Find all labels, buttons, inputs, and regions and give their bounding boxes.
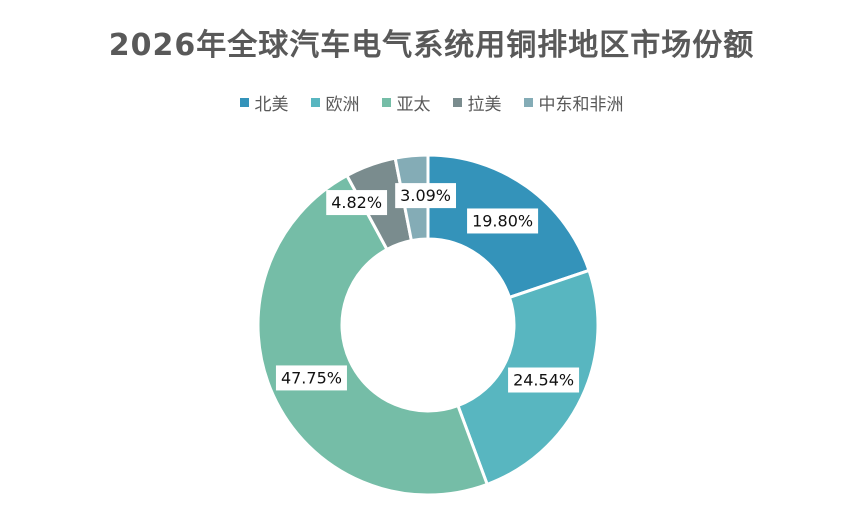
data-label-text: 4.82%	[331, 193, 382, 212]
legend-swatch	[381, 98, 391, 107]
legend-swatch	[452, 98, 462, 107]
legend-label: 北美	[254, 95, 289, 115]
legend-item: 拉美	[452, 90, 502, 115]
legend-swatch	[310, 98, 320, 107]
data-label: 47.75%	[275, 365, 347, 391]
chart-title: 2026年全球汽车电气系统用铜排地区市场份额	[108, 28, 755, 63]
data-label-text: 47.75%	[281, 368, 342, 387]
legend: 北美 欧洲 亚太 拉美 中东和非洲	[0, 90, 863, 115]
legend-swatch	[239, 98, 249, 107]
data-label: 19.80%	[467, 208, 539, 234]
data-label-box	[508, 367, 580, 393]
donut-slice	[256, 173, 490, 497]
legend-item: 欧洲	[310, 90, 360, 115]
legend-label: 欧洲	[325, 95, 360, 115]
data-label: 3.09%	[395, 183, 457, 209]
legend-item: 亚太	[381, 90, 431, 115]
data-label-text: 19.80%	[472, 211, 533, 230]
data-label-box	[326, 190, 388, 216]
data-label-box	[275, 365, 347, 391]
legend-label: 亚太	[396, 95, 431, 115]
legend-item: 中东和非洲	[523, 90, 624, 115]
data-label: 4.82%	[326, 190, 388, 216]
data-label-text: 24.54%	[513, 371, 574, 390]
data-label: 24.54%	[508, 367, 580, 393]
data-label-text: 3.09%	[400, 186, 451, 205]
data-label-box	[467, 208, 539, 234]
legend-item: 北美	[239, 90, 289, 115]
legend-swatch	[523, 98, 533, 107]
data-label-box	[395, 183, 457, 209]
legend-label: 中东和非洲	[538, 95, 624, 115]
legend-label: 拉美	[467, 95, 502, 115]
